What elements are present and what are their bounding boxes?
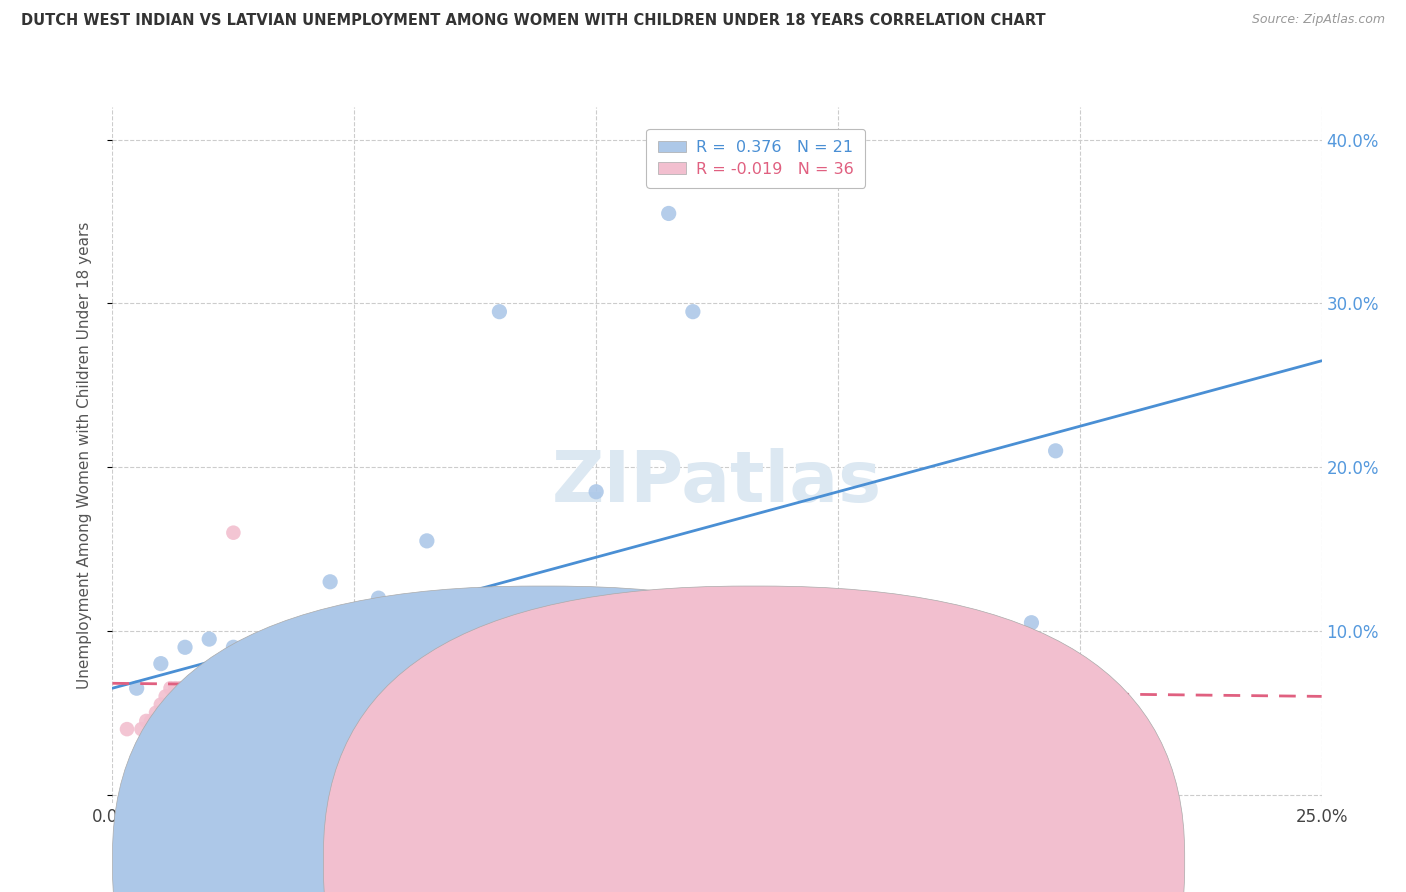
Point (488, 304, 510, 318)
Point (165, 698, 187, 712)
Legend: R =  0.376   N = 21, R = -0.019   N = 36: R = 0.376 N = 21, R = -0.019 N = 36 (647, 129, 865, 187)
Point (232, 747, 254, 761)
Point (246, 648, 269, 663)
Text: Source: ZipAtlas.com: Source: ZipAtlas.com (1251, 13, 1385, 27)
Point (212, 747, 235, 761)
Text: Latvians: Latvians (766, 855, 831, 869)
Point (159, 681, 181, 696)
Point (585, 484, 607, 499)
Point (131, 722, 153, 736)
Point (1069, 751, 1091, 765)
Point (149, 698, 172, 712)
Point (149, 657, 172, 671)
Point (183, 698, 205, 712)
Point (779, 665, 801, 679)
Point (174, 640, 197, 655)
Point (198, 731, 221, 745)
Point (198, 632, 221, 646)
Point (179, 698, 201, 712)
Point (169, 681, 191, 696)
Text: DUTCH WEST INDIAN VS LATVIAN UNEMPLOYMENT AMONG WOMEN WITH CHILDREN UNDER 18 YEA: DUTCH WEST INDIAN VS LATVIAN UNEMPLOYMEN… (21, 13, 1046, 29)
Text: Dutch West Indians: Dutch West Indians (555, 855, 703, 869)
Point (367, 665, 389, 679)
Point (165, 681, 187, 696)
Point (416, 533, 439, 548)
Point (295, 615, 318, 630)
Point (658, 206, 681, 220)
Point (208, 722, 231, 736)
Point (1021, 615, 1043, 630)
Point (416, 747, 439, 761)
Point (537, 681, 560, 696)
Point (222, 525, 245, 540)
Point (115, 722, 138, 736)
Point (319, 739, 342, 753)
Point (391, 731, 413, 745)
Point (319, 574, 342, 589)
Point (512, 673, 534, 687)
Point (135, 714, 157, 728)
Point (827, 681, 849, 696)
Point (561, 722, 583, 736)
Point (125, 763, 148, 777)
Point (145, 706, 167, 720)
Point (270, 665, 292, 679)
Point (174, 681, 197, 696)
Point (270, 690, 292, 704)
Point (193, 747, 215, 761)
Point (222, 640, 245, 655)
Point (141, 714, 163, 728)
Point (779, 657, 801, 671)
Point (1045, 443, 1067, 458)
Y-axis label: Unemployment Among Women with Children Under 18 years: Unemployment Among Women with Children U… (77, 221, 91, 689)
Point (367, 591, 389, 606)
Point (730, 624, 752, 638)
Point (202, 747, 225, 761)
Point (295, 681, 318, 696)
Point (464, 681, 486, 696)
Point (246, 681, 269, 696)
Point (125, 681, 148, 696)
Text: ZIPatlas: ZIPatlas (553, 449, 882, 517)
Point (464, 615, 486, 630)
Point (682, 304, 704, 318)
Point (155, 690, 177, 704)
Point (188, 698, 211, 712)
